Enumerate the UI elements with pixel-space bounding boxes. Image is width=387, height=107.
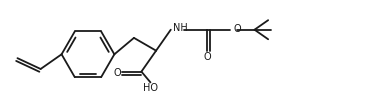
Text: O: O <box>204 52 211 62</box>
Text: NH: NH <box>173 23 188 33</box>
Text: O: O <box>233 24 241 34</box>
Text: O: O <box>113 68 121 78</box>
Text: HO: HO <box>143 83 158 93</box>
